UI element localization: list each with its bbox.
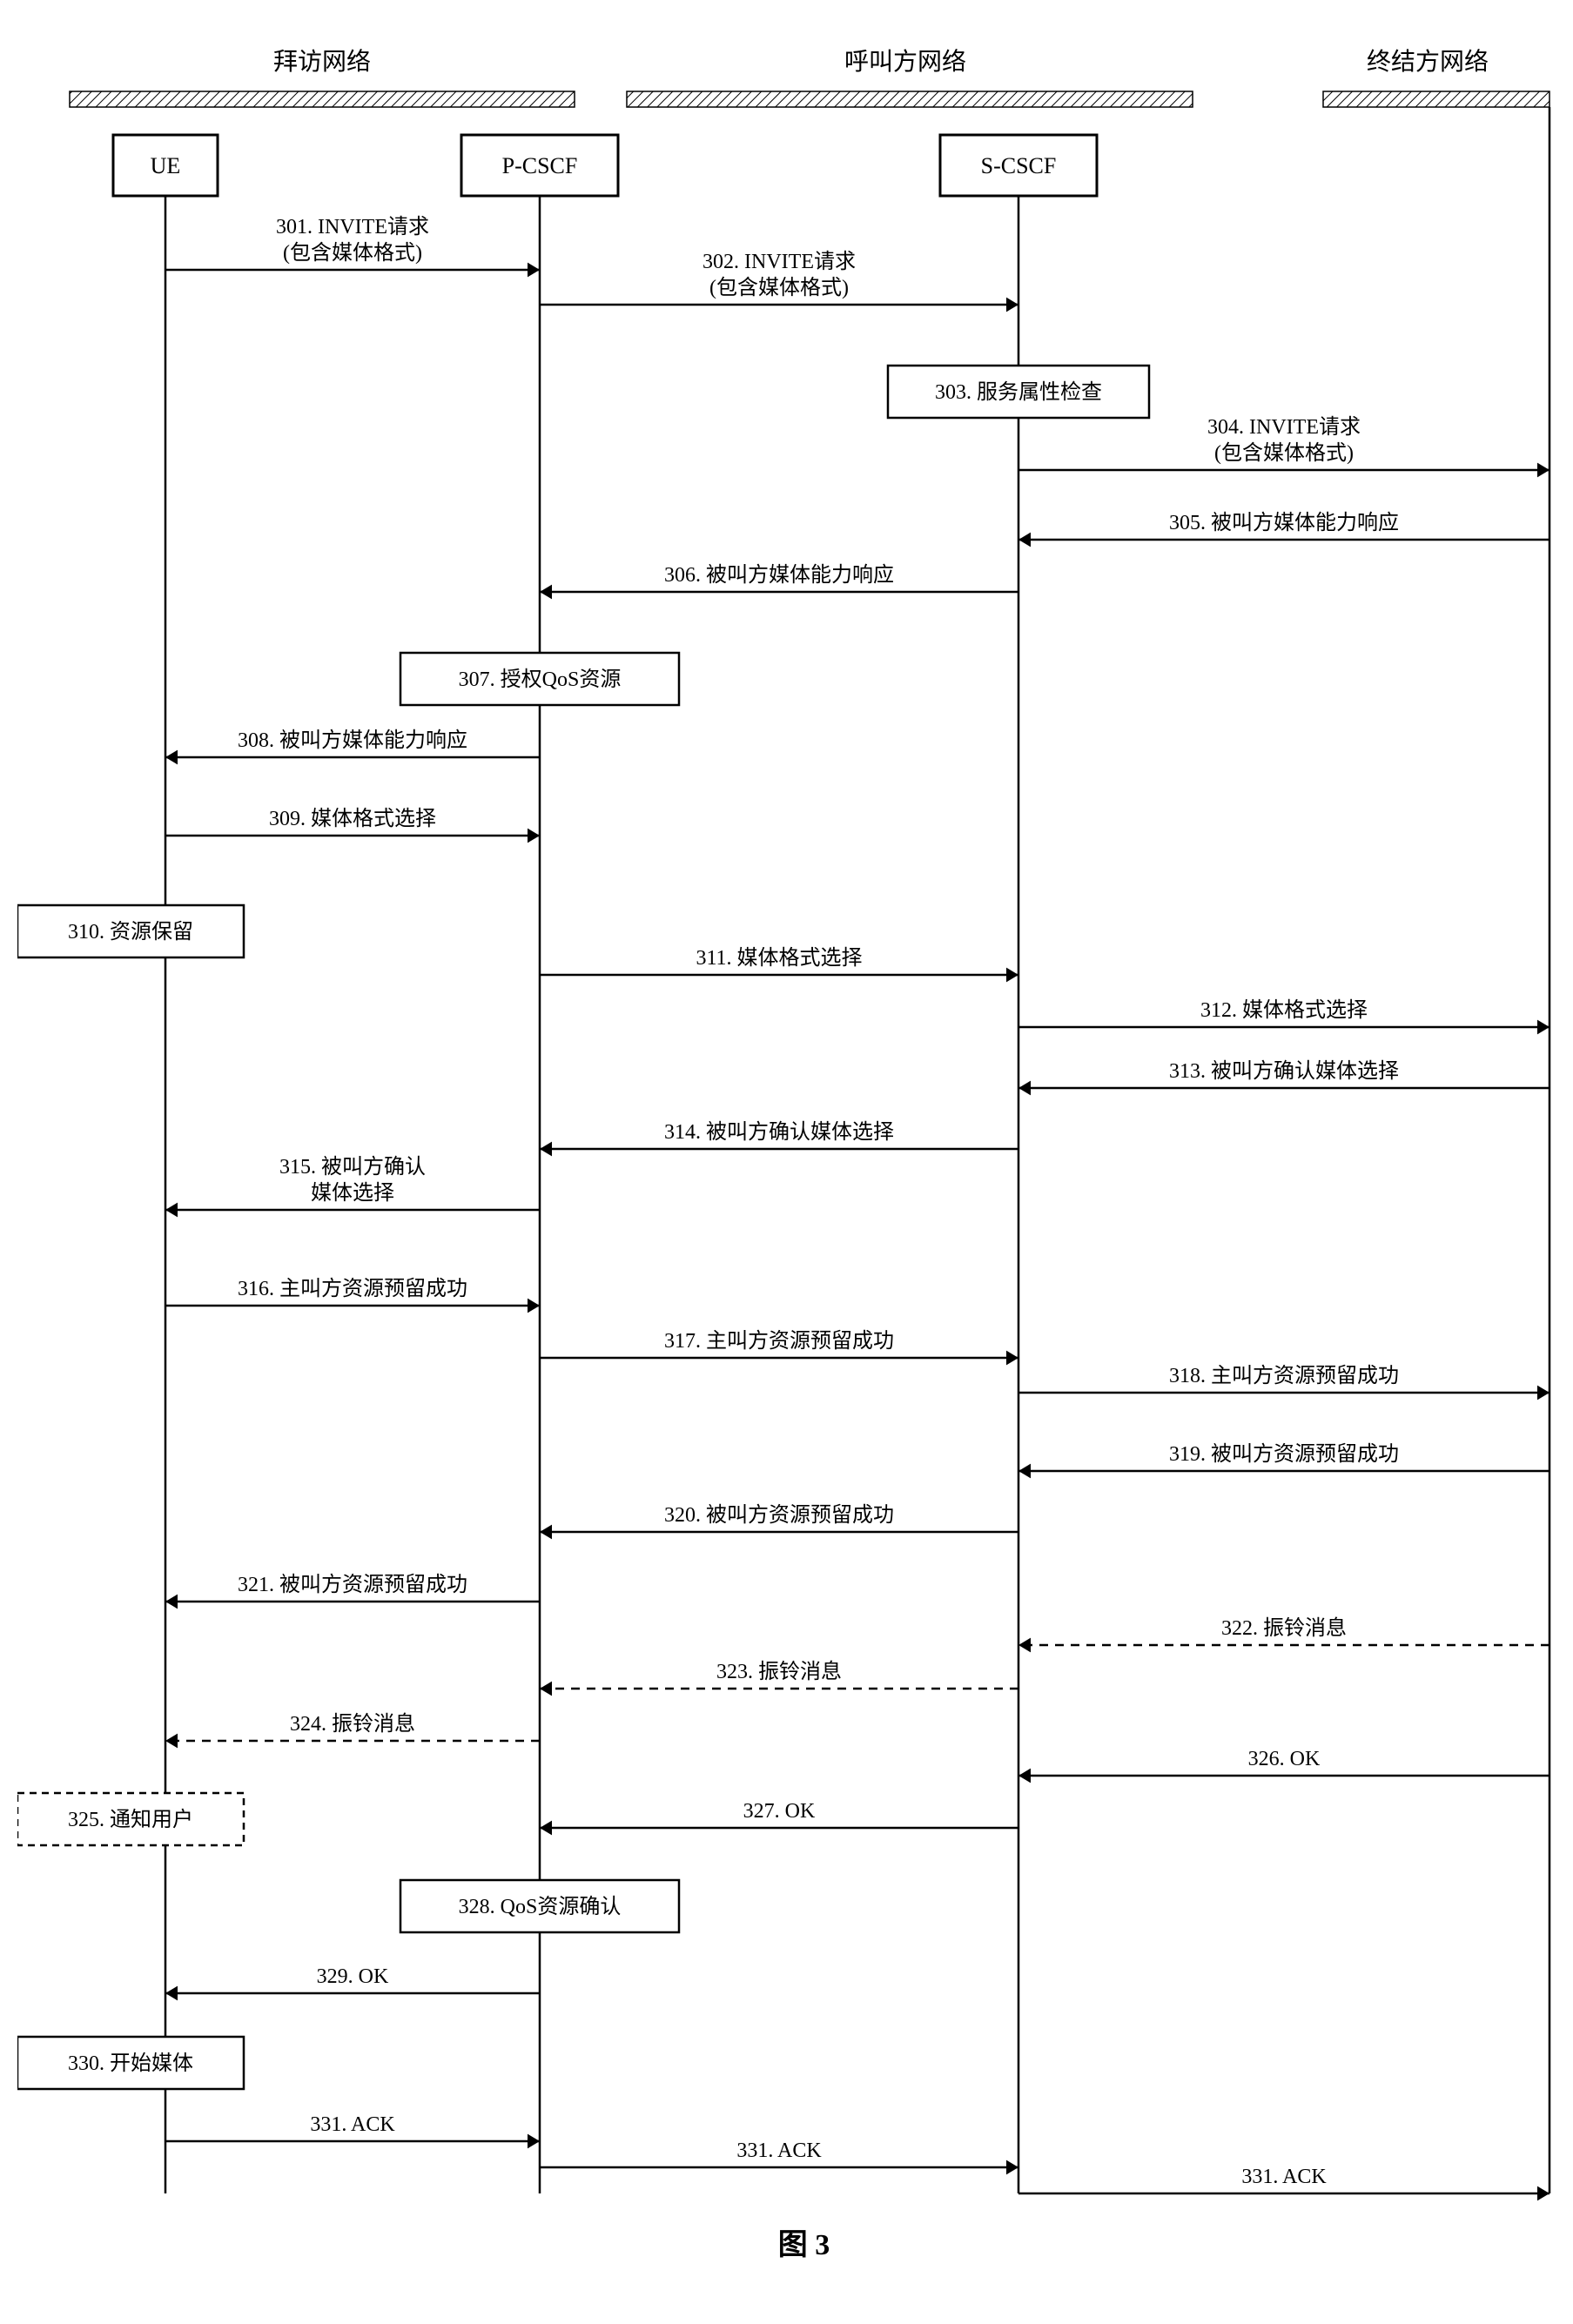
svg-text:312. 媒体格式选择: 312. 媒体格式选择 bbox=[1200, 998, 1368, 1022]
svg-text:331. ACK: 331. ACK bbox=[310, 2113, 395, 2136]
svg-text:326. OK: 326. OK bbox=[1248, 1748, 1321, 1770]
svg-text:331. ACK: 331. ACK bbox=[1241, 2166, 1327, 2188]
svg-text:322. 振铃消息: 322. 振铃消息 bbox=[1221, 1616, 1347, 1640]
svg-text:325. 通知用户: 325. 通知用户 bbox=[68, 1808, 193, 1831]
svg-text:331. ACK: 331. ACK bbox=[736, 2139, 822, 2162]
svg-text:拜访网络: 拜访网络 bbox=[273, 48, 371, 76]
svg-text:317. 主叫方资源预留成功: 317. 主叫方资源预留成功 bbox=[664, 1329, 894, 1353]
svg-text:321. 被叫方资源预留成功: 321. 被叫方资源预留成功 bbox=[238, 1573, 467, 1596]
svg-text:306. 被叫方媒体能力响应: 306. 被叫方媒体能力响应 bbox=[664, 563, 894, 587]
svg-text:S-CSCF: S-CSCF bbox=[981, 153, 1057, 178]
svg-text:305. 被叫方媒体能力响应: 305. 被叫方媒体能力响应 bbox=[1169, 511, 1399, 534]
svg-text:323. 振铃消息: 323. 振铃消息 bbox=[716, 1660, 842, 1683]
svg-text:307. 授权QoS资源: 307. 授权QoS资源 bbox=[459, 668, 622, 691]
sequence-diagram: 拜访网络 呼叫方网络 终结方网络 UE P-CSCF S-CSCF 301. INVITE请… bbox=[17, 17, 1573, 2302]
svg-text:310. 资源保留: 310. 资源保留 bbox=[68, 920, 193, 944]
svg-text:308. 被叫方媒体能力响应: 308. 被叫方媒体能力响应 bbox=[238, 729, 467, 752]
svg-text:303. 服务属性检查: 303. 服务属性检查 bbox=[935, 380, 1102, 404]
svg-text:324. 振铃消息: 324. 振铃消息 bbox=[290, 1712, 415, 1736]
svg-text:314. 被叫方确认媒体选择: 314. 被叫方确认媒体选择 bbox=[664, 1120, 894, 1144]
svg-text:302. INVITE请求: 302. INVITE请求 bbox=[702, 250, 856, 273]
svg-text:图 3: 图 3 bbox=[778, 2229, 830, 2261]
svg-text:329. OK: 329. OK bbox=[317, 1965, 389, 1988]
svg-text:318. 主叫方资源预留成功: 318. 主叫方资源预留成功 bbox=[1169, 1364, 1399, 1387]
svg-text:呼叫方网络: 呼叫方网络 bbox=[844, 48, 966, 76]
svg-text:(包含媒体格式): (包含媒体格式) bbox=[709, 276, 849, 299]
svg-text:媒体选择: 媒体选择 bbox=[311, 1181, 394, 1205]
svg-text:313. 被叫方确认媒体选择: 313. 被叫方确认媒体选择 bbox=[1169, 1059, 1399, 1083]
svg-text:320. 被叫方资源预留成功: 320. 被叫方资源预留成功 bbox=[664, 1503, 894, 1527]
svg-text:330. 开始媒体: 330. 开始媒体 bbox=[68, 2052, 193, 2075]
svg-text:309. 媒体格式选择: 309. 媒体格式选择 bbox=[269, 807, 436, 830]
svg-text:终结方网络: 终结方网络 bbox=[1367, 48, 1489, 76]
svg-text:319. 被叫方资源预留成功: 319. 被叫方资源预留成功 bbox=[1169, 1442, 1399, 1466]
svg-text:327. OK: 327. OK bbox=[743, 1800, 816, 1823]
svg-text:(包含媒体格式): (包含媒体格式) bbox=[1214, 441, 1354, 465]
svg-text:315. 被叫方确认: 315. 被叫方确认 bbox=[279, 1155, 426, 1179]
svg-text:301. INVITE请求: 301. INVITE请求 bbox=[276, 215, 429, 238]
svg-text:(包含媒体格式): (包含媒体格式) bbox=[283, 241, 422, 265]
svg-text:328. QoS资源确认: 328. QoS资源确认 bbox=[459, 1895, 622, 1918]
svg-text:316. 主叫方资源预留成功: 316. 主叫方资源预留成功 bbox=[238, 1277, 467, 1300]
svg-text:P-CSCF: P-CSCF bbox=[502, 153, 578, 178]
svg-text:UE: UE bbox=[151, 153, 181, 178]
svg-text:304. INVITE请求: 304. INVITE请求 bbox=[1207, 415, 1361, 439]
svg-text:311. 媒体格式选择: 311. 媒体格式选择 bbox=[696, 946, 862, 970]
